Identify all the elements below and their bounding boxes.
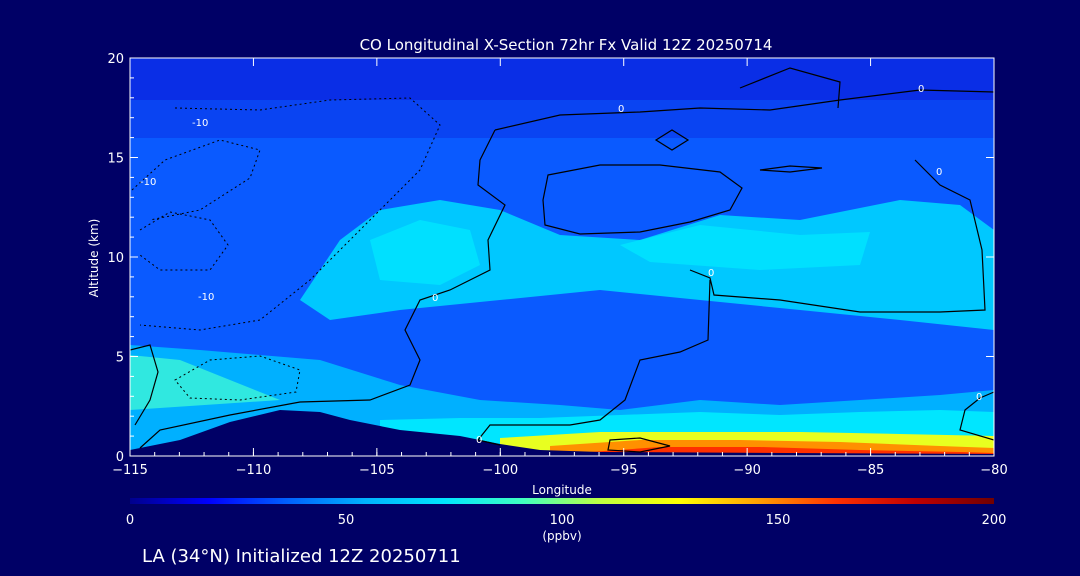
y-tick-label: 10 (107, 251, 124, 266)
colorbar-units: (ppbv) (542, 529, 581, 543)
x-tick-label: −85 (857, 463, 884, 478)
chart-title: CO Longitudinal X-Section 72hr Fx Valid … (360, 36, 773, 54)
x-tick-label: −115 (112, 463, 148, 478)
contour-label: 0 (432, 293, 438, 304)
contour-label: 0 (918, 84, 924, 95)
contour-zero-west (139, 129, 506, 449)
contour-zero-loop (542, 164, 743, 235)
contour-zero-top (739, 67, 841, 109)
y-tick-label: 20 (107, 52, 124, 67)
contour-zero-diamond (654, 129, 690, 151)
y-tick-label: 15 (107, 152, 124, 167)
neg-contour-2 (139, 211, 229, 271)
concentration-field (130, 58, 994, 456)
neg-contour-1 (139, 97, 441, 331)
contour-lines (130, 67, 994, 453)
initialization-caption: LA (34°N) Initialized 12Z 20250711 (142, 546, 461, 567)
contour-label: 0 (618, 104, 624, 115)
x-tick-label: −80 (980, 463, 1007, 478)
colorbar (130, 498, 994, 504)
mid-troposphere-light-region (370, 220, 480, 285)
contour-zero-sfc (607, 437, 671, 453)
x-tick-label: −90 (733, 463, 760, 478)
colorbar-tick-label: 0 (126, 513, 134, 528)
colorbar-tick-label: 200 (982, 513, 1007, 528)
mid-troposphere-cyan-region (300, 200, 994, 330)
contour-label: 0 (476, 435, 482, 446)
contour-zero-strip (759, 165, 823, 173)
y-tick-label: 5 (116, 351, 124, 366)
band-strat (130, 100, 994, 138)
x-tick-label: −110 (236, 463, 272, 478)
contour-label: -10 (198, 292, 214, 303)
colorbar-tick-label: 100 (550, 513, 575, 528)
contour-zero-main (494, 89, 994, 131)
contour-zero-se (959, 391, 994, 441)
contour-label: -10 (192, 118, 208, 129)
contour-labels: -10 -10 -10 0 0 0 0 0 0 0 (140, 84, 982, 446)
x-tick-label: −100 (482, 463, 518, 478)
colorbar-tick-label: 150 (766, 513, 791, 528)
colorbar-tick-label: 50 (338, 513, 355, 528)
contour-zero-east (689, 159, 986, 313)
contour-label: 0 (708, 268, 714, 279)
x-axis: −115 −110 −105 −100 −95 −90 −85 −80 (112, 58, 1008, 478)
y-axis: 0 5 10 15 20 (107, 52, 994, 465)
x-tick-label: −95 (610, 463, 637, 478)
contour-label: 0 (976, 392, 982, 403)
mid-troposphere-light-region-2 (620, 225, 870, 270)
terrain (130, 410, 994, 456)
contour-label: 0 (936, 167, 942, 178)
x-tick-label: −105 (359, 463, 395, 478)
y-tick-label: 0 (116, 450, 124, 465)
colorbar-ticks: 0 50 100 150 200 (126, 513, 1007, 528)
contour-zero-sw (130, 344, 159, 426)
negative-contours (131, 97, 441, 401)
contour-label: -10 (140, 177, 156, 188)
boundary-layer-light-region (130, 355, 280, 410)
band-upper-strat (130, 58, 994, 108)
contour-zero-interior (476, 279, 711, 446)
y-axis-label: Altitude (km) (87, 219, 101, 298)
x-axis-label: Longitude (532, 483, 592, 497)
